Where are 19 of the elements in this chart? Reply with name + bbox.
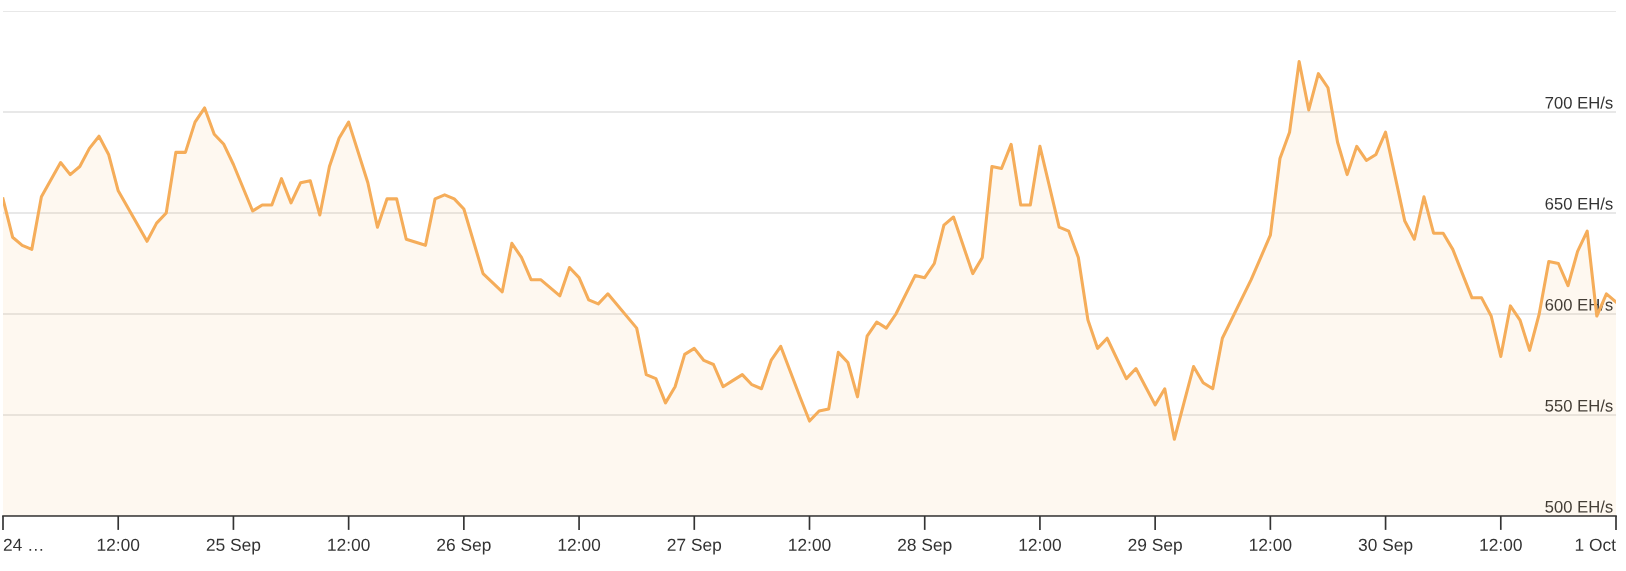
y-tick-label: 700 EH/s xyxy=(1545,96,1613,109)
x-tick-label: 25 Sep xyxy=(206,538,261,555)
x-tick-label: 30 Sep xyxy=(1358,538,1413,555)
x-tick-label: 24 … xyxy=(3,538,43,551)
x-tick-label: 12:00 xyxy=(328,538,370,551)
x-tick-label: 12:00 xyxy=(558,538,601,551)
y-tick-label: 550 EH/s xyxy=(1545,399,1613,412)
x-tick-label: 12:00 xyxy=(1480,538,1522,551)
x-tick-label: 12:00 xyxy=(1249,538,1292,551)
x-tick-label: 12:00 xyxy=(1019,538,1061,551)
x-tick-label: 28 Sep xyxy=(898,538,952,555)
x-tick-label: 26 Sep xyxy=(437,538,491,555)
y-tick-label: 650 EH/s xyxy=(1545,197,1613,210)
x-tick-label: 27 Sep xyxy=(667,538,722,555)
x-tick-label: 12:00 xyxy=(97,538,140,551)
x-tick-label: 29 Sep xyxy=(1128,538,1182,555)
y-tick-label: 500 EH/s xyxy=(1545,500,1613,513)
x-tick-label: 12:00 xyxy=(789,538,831,551)
x-tick-label: 1 Oct xyxy=(1575,538,1616,551)
